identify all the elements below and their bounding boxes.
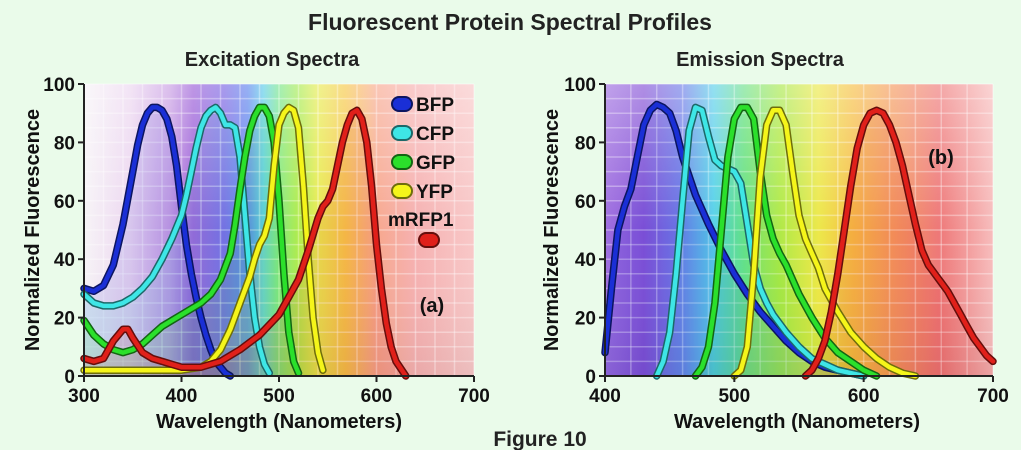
emission-series-lines xyxy=(601,100,997,380)
x-tick-label: 600 xyxy=(361,386,393,407)
emission-chart: 400 500 600 700 0 20 40 60 80 100 (b) Wavelength … xyxy=(541,75,1009,433)
series-fill-yfp xyxy=(84,107,323,377)
emission-ylabel: Normalized Fluorescence xyxy=(541,109,563,351)
series-line-yfp xyxy=(81,105,326,373)
legend-label-bfp: BFP xyxy=(416,95,454,116)
series-fill-yfp xyxy=(734,110,916,377)
legend-swatch-mrfp1 xyxy=(418,232,440,248)
y-tick-label: 0 xyxy=(64,367,75,388)
figure-caption: Figure 10 xyxy=(493,428,586,450)
series-line-gfp xyxy=(693,105,879,379)
legend-swatch-cfp xyxy=(391,125,413,141)
figure-title: Fluorescent Protein Spectral Profiles xyxy=(308,9,712,35)
series-line-cfp xyxy=(654,105,866,379)
emission-xlabel: Wavelength (Nanometers) xyxy=(674,411,920,433)
y-tick-label: 60 xyxy=(575,192,596,213)
x-tick-label: 400 xyxy=(166,386,198,407)
legend-label-cfp: CFP xyxy=(416,124,454,145)
y-tick-label: 40 xyxy=(54,250,75,271)
x-tick-label: 500 xyxy=(718,386,750,407)
legend-label-mrfp1: mRFP1 xyxy=(388,210,454,231)
series-line-mrfp1 xyxy=(803,108,996,379)
y-tick-label: 20 xyxy=(575,309,596,330)
x-tick-label: 700 xyxy=(977,386,1009,407)
y-tick-label: 40 xyxy=(575,250,596,271)
y-tick-label: 20 xyxy=(54,309,75,330)
legend-swatch-gfp xyxy=(391,154,413,170)
excitation-xlabel: Wavelength (Nanometers) xyxy=(156,411,402,433)
series-fill-gfp xyxy=(695,107,877,377)
y-tick-label: 100 xyxy=(564,75,596,96)
series-line-cfp xyxy=(81,105,272,376)
series-line-bfp xyxy=(81,105,233,379)
legend-swatch-bfp xyxy=(391,96,413,112)
series-line-mrfp1 xyxy=(81,108,409,379)
legend-label-gfp: GFP xyxy=(416,153,455,174)
series-fill-cfp xyxy=(84,107,270,377)
excitation-ticks: 300 400 500 600 700 0 20 40 60 80 100 xyxy=(43,75,490,407)
excitation-annotation: (a) xyxy=(420,295,444,317)
series-fill-cfp xyxy=(656,107,864,377)
x-tick-label: 300 xyxy=(68,386,100,407)
y-tick-label: 80 xyxy=(54,133,75,154)
emission-annotation: (b) xyxy=(928,147,954,169)
series-fill-mrfp1 xyxy=(84,110,406,377)
x-tick-label: 400 xyxy=(589,386,621,407)
x-tick-label: 500 xyxy=(263,386,295,407)
x-tick-label: 700 xyxy=(458,386,490,407)
emission-title: Emission Spectra xyxy=(676,49,845,71)
y-tick-label: 60 xyxy=(54,192,75,213)
legend-label-yfp: YFP xyxy=(416,182,453,203)
excitation-chart: 300 400 500 600 700 0 20 40 60 80 100 BFP CFP GFP YFP… xyxy=(22,75,490,433)
excitation-ylabel: Normalized Fluorescence xyxy=(22,109,44,351)
y-tick-label: 0 xyxy=(585,367,596,388)
excitation-title: Excitation Spectra xyxy=(185,49,360,71)
excitation-legend: BFP CFP GFP YFP mRFP1 xyxy=(388,95,455,248)
excitation-series-lines xyxy=(80,103,410,380)
emission-ticks: 400 500 600 700 0 20 40 60 80 100 xyxy=(564,75,1009,407)
x-tick-label: 600 xyxy=(848,386,880,407)
y-tick-label: 100 xyxy=(43,75,75,96)
series-line-yfp xyxy=(732,108,918,379)
legend-swatch-yfp xyxy=(391,183,413,199)
y-tick-label: 80 xyxy=(575,133,596,154)
